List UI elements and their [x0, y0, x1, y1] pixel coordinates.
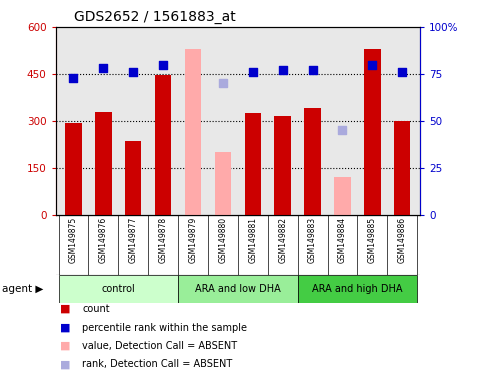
- Text: percentile rank within the sample: percentile rank within the sample: [82, 323, 247, 333]
- Text: GSM149880: GSM149880: [218, 217, 227, 263]
- Bar: [125, 141, 142, 215]
- Bar: [95, 112, 112, 215]
- Point: [249, 69, 256, 75]
- Point: [99, 65, 107, 71]
- Text: GSM149875: GSM149875: [69, 217, 78, 263]
- Text: agent ▶: agent ▶: [2, 284, 44, 294]
- Bar: [364, 49, 381, 215]
- Text: control: control: [101, 284, 135, 294]
- Bar: [65, 122, 82, 215]
- Point: [398, 69, 406, 75]
- Bar: [58, 275, 178, 303]
- Text: count: count: [82, 304, 110, 314]
- Text: GSM149881: GSM149881: [248, 217, 257, 263]
- Point: [369, 61, 376, 68]
- Point: [309, 67, 316, 73]
- Text: rank, Detection Call = ABSENT: rank, Detection Call = ABSENT: [82, 359, 232, 369]
- Bar: [244, 113, 261, 215]
- Bar: [274, 116, 291, 215]
- Point: [159, 61, 167, 68]
- Text: GSM149886: GSM149886: [398, 217, 407, 263]
- Bar: [304, 108, 321, 215]
- Text: ARA and high DHA: ARA and high DHA: [312, 284, 403, 294]
- Text: GSM149879: GSM149879: [188, 217, 198, 263]
- Text: GDS2652 / 1561883_at: GDS2652 / 1561883_at: [74, 10, 236, 25]
- Text: ■: ■: [60, 304, 71, 314]
- Bar: [178, 275, 298, 303]
- Bar: [185, 49, 201, 215]
- Text: GSM149883: GSM149883: [308, 217, 317, 263]
- Point: [219, 80, 227, 86]
- Bar: [215, 152, 231, 215]
- Text: ■: ■: [60, 323, 71, 333]
- Text: GSM149884: GSM149884: [338, 217, 347, 263]
- Text: ARA and low DHA: ARA and low DHA: [195, 284, 281, 294]
- Point: [339, 127, 346, 134]
- Text: GSM149876: GSM149876: [99, 217, 108, 263]
- Text: ■: ■: [60, 341, 71, 351]
- Point: [279, 67, 286, 73]
- Bar: [155, 76, 171, 215]
- Text: GSM149877: GSM149877: [129, 217, 138, 263]
- Point: [70, 74, 77, 81]
- Text: GSM149878: GSM149878: [158, 217, 168, 263]
- Bar: [334, 177, 351, 215]
- Text: GSM149885: GSM149885: [368, 217, 377, 263]
- Text: ■: ■: [60, 359, 71, 369]
- Bar: [394, 121, 411, 215]
- Text: GSM149882: GSM149882: [278, 217, 287, 263]
- Point: [129, 69, 137, 75]
- Bar: [298, 275, 417, 303]
- Text: value, Detection Call = ABSENT: value, Detection Call = ABSENT: [82, 341, 237, 351]
